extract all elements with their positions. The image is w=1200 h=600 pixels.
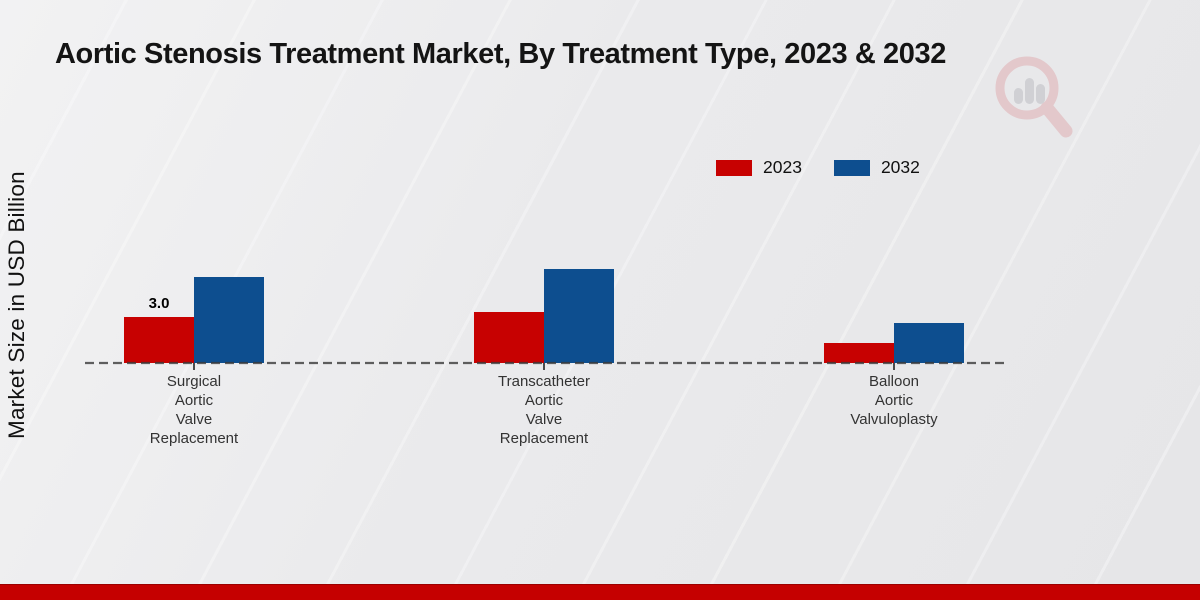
bar-2023-2 (824, 343, 894, 363)
category-label-line: Replacement (149, 430, 239, 447)
bar-2032-1 (544, 269, 614, 363)
bar-value-label: 3.0 (148, 295, 170, 312)
legend-swatch-2032-icon (833, 159, 870, 176)
category-label-line: Aortic (524, 392, 564, 409)
category-label-line: Transcatheter (498, 373, 590, 390)
bar-2023-1 (474, 312, 544, 363)
legend-item-2032: 2032 (833, 157, 920, 178)
legend-label-2023: 2023 (763, 157, 802, 177)
footer-band (0, 584, 1200, 600)
bar-2023-0 (124, 317, 194, 363)
category-label-line: Replacement (499, 430, 589, 447)
category-label-1: Transcatheter Aortic Valve Replacement (498, 372, 590, 448)
x-axis-tick-0 (193, 363, 195, 370)
legend-swatch-2023-icon (716, 159, 752, 176)
category-label-0: Surgical Aortic Valve Replacement (150, 372, 238, 448)
category-label-2: Balloon Aortic Valvuloplasty (850, 372, 937, 429)
x-axis-tick-2 (893, 363, 895, 370)
legend: 2023 2032 (716, 157, 920, 178)
chart-title: Aortic Stenosis Treatment Market, By Tre… (55, 38, 946, 70)
category-label-line: Valve (525, 411, 563, 428)
category-label-line: Surgical (166, 373, 222, 390)
zero-baseline (85, 361, 1005, 365)
x-axis-tick-1 (543, 363, 545, 370)
bar-2032-0 (194, 277, 264, 363)
legend-item-2023: 2023 (716, 157, 802, 178)
legend-label-2032: 2032 (880, 157, 920, 177)
category-label-line: Valvuloplasty (850, 411, 938, 428)
bar-2032-2 (894, 323, 964, 363)
category-label-line: Aortic (874, 392, 914, 409)
category-label-line: Valve (175, 411, 213, 428)
category-label-line: Balloon (868, 373, 920, 390)
category-label-line: Aortic (174, 392, 214, 409)
